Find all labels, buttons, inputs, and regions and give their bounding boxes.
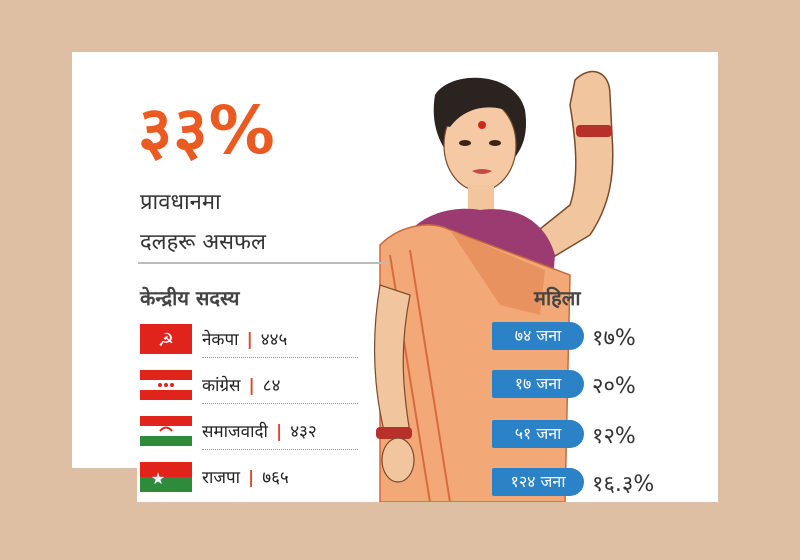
separator: |	[275, 422, 283, 442]
party-count: ४४५	[260, 330, 288, 350]
women-count-pill: १२४ जना	[492, 468, 584, 496]
congress-flag-icon	[140, 370, 192, 400]
star-flag-icon: ★	[140, 462, 192, 492]
headline-percent: ३३%	[138, 92, 276, 169]
separator: |	[246, 330, 253, 350]
party-name: समाजवादी	[202, 422, 268, 442]
svg-text:☭: ☭	[158, 330, 174, 351]
women-percent: १७%	[592, 326, 636, 351]
headline-line-1: प्रावधानमा	[140, 190, 221, 215]
dotted-rule	[202, 357, 358, 358]
party-name: कांग्रेस	[202, 376, 241, 396]
party-name: नेकपा	[202, 330, 239, 350]
dotted-rule	[202, 449, 358, 450]
headline-line-2: दलहरू असफल	[140, 230, 266, 255]
party-row: ★ राजपा | ७६५	[140, 458, 358, 496]
women-count-pill: १७ जना	[492, 370, 584, 398]
page-background-notch	[72, 468, 137, 502]
women-percent: १२%	[592, 424, 636, 449]
separator: |	[248, 468, 255, 488]
women-percent: २०%	[592, 374, 636, 399]
separator: |	[248, 376, 255, 396]
party-count: ४३२	[290, 422, 317, 442]
dotted-rule	[202, 403, 358, 404]
party-row: ☭ नेकपा | ४४५	[140, 320, 358, 358]
women-header: महिला	[534, 286, 581, 310]
party-count: ८४	[262, 376, 281, 396]
women-count-pill: ५१ जना	[492, 420, 584, 448]
women-count-pill: ७४ जना	[492, 322, 584, 350]
central-members-header: केन्द्रीय सदस्य	[140, 286, 240, 310]
svg-text:★: ★	[151, 469, 165, 488]
women-percent: १६.३%	[592, 472, 655, 497]
divider	[138, 262, 388, 264]
hammer-sickle-flag-icon: ☭	[140, 324, 192, 354]
samajbadi-flag-icon	[140, 416, 192, 446]
party-count: ७६५	[262, 468, 289, 488]
party-row: कांग्रेस | ८४	[140, 366, 358, 404]
party-row: समाजवादी | ४३२	[140, 412, 358, 450]
party-name: राजपा	[202, 468, 241, 488]
